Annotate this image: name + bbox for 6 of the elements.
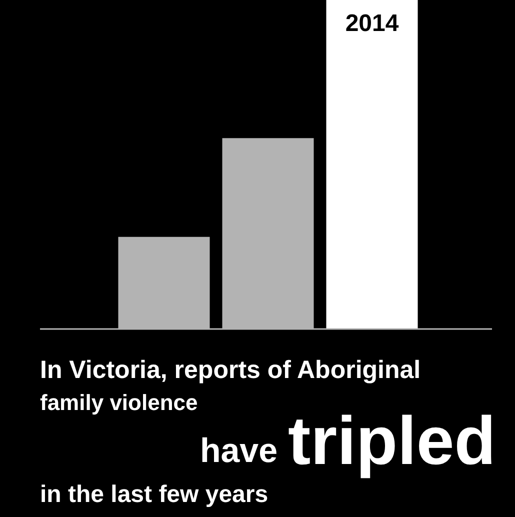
text: tripled xyxy=(288,403,496,479)
text: have xyxy=(200,432,278,470)
text: family violence xyxy=(40,390,198,415)
text: In Victoria, reports of Aboriginal xyxy=(40,356,421,384)
x-tick-label: 2014 xyxy=(345,10,400,37)
text: in the last few years xyxy=(40,481,268,508)
